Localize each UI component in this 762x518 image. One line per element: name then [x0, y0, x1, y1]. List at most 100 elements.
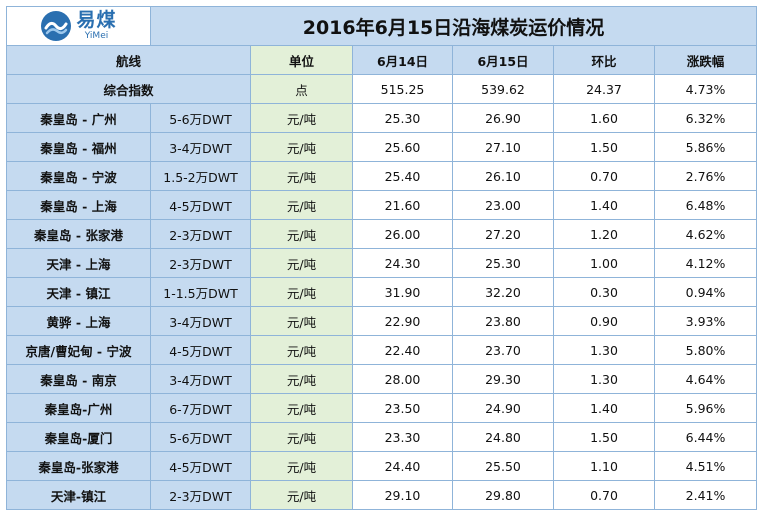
pct-cell: 2.76% — [653, 161, 758, 191]
rate-d2-cell: 23.00 — [452, 190, 554, 220]
table-row: 天津-镇江 2-3万DWT 元/吨 29.10 29.80 0.70 2.41% — [6, 480, 758, 510]
unit-cell: 元/吨 — [250, 190, 353, 220]
change-cell: 1.50 — [553, 132, 655, 162]
pct-cell: 5.96% — [653, 393, 758, 423]
ship-size-cell: 4-5万DWT — [150, 451, 251, 481]
pct-cell: 4.62% — [653, 219, 758, 249]
change-cell: 1.40 — [553, 190, 655, 220]
pct-cell: 2.41% — [653, 480, 758, 510]
change-cell: 1.10 — [553, 451, 655, 481]
ship-size-cell: 6-7万DWT — [150, 393, 251, 423]
logo-sub-text: YiMei — [84, 31, 109, 41]
pct-cell: 6.48% — [653, 190, 758, 220]
pct-cell: 6.44% — [653, 422, 758, 452]
ship-size-cell: 4-5万DWT — [150, 190, 251, 220]
route-cell: 秦皇岛 - 张家港 — [6, 219, 151, 249]
rate-d1-cell: 22.90 — [352, 306, 453, 336]
pct-cell: 3.93% — [653, 306, 758, 336]
route-cell: 秦皇岛-张家港 — [6, 451, 151, 481]
change-cell: 0.90 — [553, 306, 655, 336]
change-cell: 1.20 — [553, 219, 655, 249]
change-cell: 1.50 — [553, 422, 655, 452]
rate-d1-cell: 21.60 — [352, 190, 453, 220]
unit-cell: 元/吨 — [250, 103, 353, 133]
index-change: 24.37 — [553, 74, 655, 104]
table-row: 秦皇岛 - 南京 3-4万DWT 元/吨 28.00 29.30 1.30 4.64% — [6, 364, 758, 394]
header-pct: 涨跌幅 — [653, 45, 758, 75]
route-cell: 秦皇岛 - 福州 — [6, 132, 151, 162]
change-cell: 0.70 — [553, 161, 655, 191]
index-label: 综合指数 — [6, 74, 251, 104]
route-cell: 京唐/曹妃甸 - 宁波 — [6, 335, 151, 365]
ship-size-cell: 2-3万DWT — [150, 248, 251, 278]
ship-size-cell: 5-6万DWT — [150, 103, 251, 133]
route-cell: 天津 - 上海 — [6, 248, 151, 278]
rate-d1-cell: 25.30 — [352, 103, 453, 133]
unit-cell: 元/吨 — [250, 306, 353, 336]
logo-main-text: 易煤 — [76, 9, 117, 31]
rate-d2-cell: 24.80 — [452, 422, 554, 452]
unit-cell: 元/吨 — [250, 480, 353, 510]
rate-d2-cell: 25.50 — [452, 451, 554, 481]
rate-d2-cell: 32.20 — [452, 277, 554, 307]
index-d2: 539.62 — [452, 74, 554, 104]
unit-cell: 元/吨 — [250, 422, 353, 452]
route-cell: 黄骅 - 上海 — [6, 306, 151, 336]
index-d1: 515.25 — [352, 74, 453, 104]
page-title: 2016年6月15日沿海煤炭运价情况 — [149, 6, 758, 46]
table-row: 京唐/曹妃甸 - 宁波 4-5万DWT 元/吨 22.40 23.70 1.30 5.80% — [6, 335, 758, 365]
ship-size-cell: 3-4万DWT — [150, 306, 251, 336]
pct-cell: 4.51% — [653, 451, 758, 481]
route-cell: 秦皇岛 - 广州 — [6, 103, 151, 133]
ship-size-cell: 1.5-2万DWT — [150, 161, 251, 191]
rate-d2-cell: 27.10 — [452, 132, 554, 162]
table-row: 秦皇岛 - 福州 3-4万DWT 元/吨 25.60 27.10 1.50 5.86% — [6, 132, 758, 162]
rate-d2-cell: 26.10 — [452, 161, 554, 191]
freight-rate-table-container: 易煤 YiMei 2016年6月15日沿海煤炭运价情况 航线 单位 6月14日 … — [6, 6, 758, 510]
table-row: 天津 - 镇江 1-1.5万DWT 元/吨 31.90 32.20 0.30 0.94% — [6, 277, 758, 307]
table-row: 天津 - 上海 2-3万DWT 元/吨 24.30 25.30 1.00 4.12% — [6, 248, 758, 278]
unit-cell: 元/吨 — [250, 451, 353, 481]
rate-d2-cell: 23.70 — [452, 335, 554, 365]
change-cell: 0.70 — [553, 480, 655, 510]
index-pct: 4.73% — [653, 74, 758, 104]
route-cell: 天津-镇江 — [6, 480, 151, 510]
route-cell: 秦皇岛 - 宁波 — [6, 161, 151, 191]
unit-cell: 元/吨 — [250, 364, 353, 394]
rate-d2-cell: 29.80 — [452, 480, 554, 510]
pct-cell: 6.32% — [653, 103, 758, 133]
ship-size-cell: 2-3万DWT — [150, 219, 251, 249]
unit-cell: 元/吨 — [250, 277, 353, 307]
pct-cell: 4.12% — [653, 248, 758, 278]
header-row: 航线 单位 6月14日 6月15日 环比 涨跌幅 — [6, 45, 758, 75]
header-date-2: 6月15日 — [452, 45, 554, 75]
unit-cell: 元/吨 — [250, 132, 353, 162]
route-cell: 秦皇岛 - 上海 — [6, 190, 151, 220]
rate-d1-cell: 23.30 — [352, 422, 453, 452]
rate-d1-cell: 28.00 — [352, 364, 453, 394]
rate-d2-cell: 26.90 — [452, 103, 554, 133]
freight-rate-table: 易煤 YiMei 2016年6月15日沿海煤炭运价情况 航线 单位 6月14日 … — [6, 6, 758, 510]
ship-size-cell: 3-4万DWT — [150, 364, 251, 394]
table-row: 秦皇岛-张家港 4-5万DWT 元/吨 24.40 25.50 1.10 4.51% — [6, 451, 758, 481]
rate-d2-cell: 29.30 — [452, 364, 554, 394]
change-cell: 1.40 — [553, 393, 655, 423]
rate-d1-cell: 31.90 — [352, 277, 453, 307]
rate-d1-cell: 24.30 — [352, 248, 453, 278]
index-row: 综合指数 点 515.25 539.62 24.37 4.73% — [6, 74, 758, 104]
rate-d1-cell: 22.40 — [352, 335, 453, 365]
ship-size-cell: 4-5万DWT — [150, 335, 251, 365]
rate-d1-cell: 26.00 — [352, 219, 453, 249]
title-row: 易煤 YiMei 2016年6月15日沿海煤炭运价情况 — [6, 6, 758, 46]
rate-d1-cell: 29.10 — [352, 480, 453, 510]
change-cell: 1.00 — [553, 248, 655, 278]
unit-cell: 元/吨 — [250, 161, 353, 191]
route-cell: 秦皇岛-广州 — [6, 393, 151, 423]
table-row: 秦皇岛-广州 6-7万DWT 元/吨 23.50 24.90 1.40 5.96% — [6, 393, 758, 423]
change-cell: 1.60 — [553, 103, 655, 133]
pct-cell: 5.80% — [653, 335, 758, 365]
pct-cell: 0.94% — [653, 277, 758, 307]
ship-size-cell: 3-4万DWT — [150, 132, 251, 162]
table-row: 秦皇岛 - 张家港 2-3万DWT 元/吨 26.00 27.20 1.20 4.62% — [6, 219, 758, 249]
header-route: 航线 — [6, 45, 251, 75]
